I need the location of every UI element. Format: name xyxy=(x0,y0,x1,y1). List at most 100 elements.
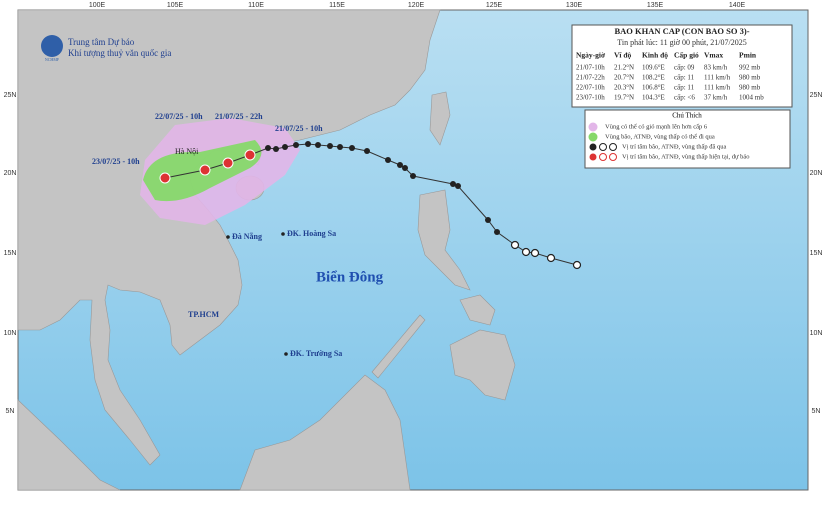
table-cell: 992 mb xyxy=(739,64,761,72)
table-cell: 23/07-10h xyxy=(576,94,605,102)
lon-label: 115E xyxy=(329,2,345,9)
table-cell: 109.6°E xyxy=(642,64,665,72)
lon-label: 140E xyxy=(729,2,746,9)
past-point xyxy=(315,142,321,148)
lat-label: 5N xyxy=(812,408,821,415)
past-point xyxy=(450,181,456,187)
issued: Tin phát lúc: 11 giờ 00 phút, 21/07/2025 xyxy=(617,38,746,47)
table-cell: 111 km/h xyxy=(704,84,731,92)
legend-title: Chú Thích xyxy=(672,112,702,120)
table-cell: 21/07-10h xyxy=(576,64,605,72)
forecast-point xyxy=(199,164,211,176)
table-header: Kinh độ xyxy=(642,51,668,60)
past-point xyxy=(305,141,311,147)
past-point xyxy=(385,157,391,163)
past-point xyxy=(402,165,408,171)
logo: NCHMF Trung tâm Dự báo Khí tượng thuỷ vă… xyxy=(41,35,171,62)
table-cell: 21/07-22h xyxy=(576,74,605,82)
past-point xyxy=(410,173,416,179)
lat-label: 15N xyxy=(4,250,17,257)
table-cell: 106.8°E xyxy=(642,84,665,92)
lat-label: 15N xyxy=(810,250,823,257)
past-point xyxy=(510,240,520,250)
lon-label: 100E xyxy=(89,2,106,9)
table-cell: 104.3°E xyxy=(642,94,665,102)
bulletin-box: BAO KHAN CAP (CON BAO SO 3)- Tin phát lú… xyxy=(571,24,793,108)
org-line: Khí tượng thuỷ văn quốc gia xyxy=(68,48,171,58)
table-cell: 980 mb xyxy=(739,84,761,92)
table-cell: 111 km/h xyxy=(704,74,731,82)
table-cell: 83 km/h xyxy=(704,64,728,72)
lon-label: 135E xyxy=(647,2,664,9)
table-header: Ngày-giờ xyxy=(576,51,606,60)
lon-label: 130E xyxy=(566,2,583,9)
past-point xyxy=(273,146,279,152)
legend-item: Vị trí tâm bão, ATNĐ, vùng thấp hiện tại… xyxy=(622,153,750,160)
table-header: Pmin xyxy=(739,51,757,60)
forecast-point xyxy=(159,172,171,184)
place-label: Đà Nẵng xyxy=(232,232,262,241)
past-point xyxy=(572,260,582,270)
table-cell: 37 km/h xyxy=(704,94,728,102)
lat-label: 20N xyxy=(810,170,823,177)
lat-label: 25N xyxy=(4,92,17,99)
table-header: Cấp gió xyxy=(674,51,699,60)
forecast-positions xyxy=(159,149,256,184)
place-label: ĐK. Trường Sa xyxy=(290,349,342,358)
place-dot xyxy=(226,235,230,239)
past-point xyxy=(397,162,403,168)
past-point xyxy=(455,183,461,189)
past-point xyxy=(546,253,556,263)
table-cell: 980 mb xyxy=(739,74,761,82)
table-cell: cấp: 09 xyxy=(674,64,695,72)
place-label: Biển Đông xyxy=(316,269,384,285)
lon-label: 105E xyxy=(167,2,184,9)
past-point xyxy=(349,145,355,151)
table-cell: cấp: 11 xyxy=(674,84,695,92)
logo-text: NCHMF xyxy=(45,57,60,62)
lat-label: 5N xyxy=(6,408,15,415)
past-point xyxy=(494,229,500,235)
lon-label: 110E xyxy=(248,2,264,9)
table-cell: 22/07-10h xyxy=(576,84,605,92)
legend-item: Vùng có thể có gió mạnh lên hơn cấp 6 xyxy=(605,123,708,130)
place-label: ĐK. Hoàng Sa xyxy=(287,229,336,238)
table-header: Vmax xyxy=(704,51,723,60)
org-line: Trung tâm Dự báo xyxy=(68,37,135,47)
forecast-point xyxy=(222,157,234,169)
forecast-label: 21/07/25 - 10h xyxy=(275,124,323,133)
past-point xyxy=(364,148,370,154)
lon-label: 125E xyxy=(486,2,503,9)
place-dot xyxy=(281,232,285,236)
past-point xyxy=(530,248,540,258)
place-label: TP.HCM xyxy=(188,310,219,319)
past-point xyxy=(521,247,531,257)
legend-box: Chú Thích xyxy=(584,109,791,169)
lat-label: 20N xyxy=(4,170,17,177)
table-cell: 19.7°N xyxy=(614,94,634,102)
table-cell: cấp: <6 xyxy=(674,94,695,102)
past-point xyxy=(265,145,271,151)
lat-label: 25N xyxy=(810,92,823,99)
past-point xyxy=(337,144,343,150)
table-cell: 20.7°N xyxy=(614,74,634,82)
table-cell: 1004 mb xyxy=(739,94,764,102)
forecast-label: 23/07/25 - 10h xyxy=(92,157,140,166)
forecast-label: 21/07/25 - 22h xyxy=(215,112,263,121)
lon-label: 120E xyxy=(408,2,425,9)
past-point xyxy=(327,143,333,149)
past-point xyxy=(485,217,491,223)
past-point xyxy=(293,142,299,148)
place-label: Hà Nội xyxy=(175,147,199,156)
forecast-label: 22/07/25 - 10h xyxy=(155,112,203,121)
table-header: Vĩ độ xyxy=(614,51,632,60)
past-positions xyxy=(265,141,582,270)
lat-label: 10N xyxy=(810,330,823,337)
table-cell: 20.3°N xyxy=(614,84,634,92)
place-dot xyxy=(284,352,288,356)
bulletin-title: BAO KHAN CAP (CON BAO SO 3)- xyxy=(614,26,749,36)
table-cell: cấp: 11 xyxy=(674,74,695,82)
table-cell: 21.2°N xyxy=(614,64,634,72)
legend-item: Vùng bão, ATNĐ, vùng thấp có thể đi qua xyxy=(605,133,715,140)
